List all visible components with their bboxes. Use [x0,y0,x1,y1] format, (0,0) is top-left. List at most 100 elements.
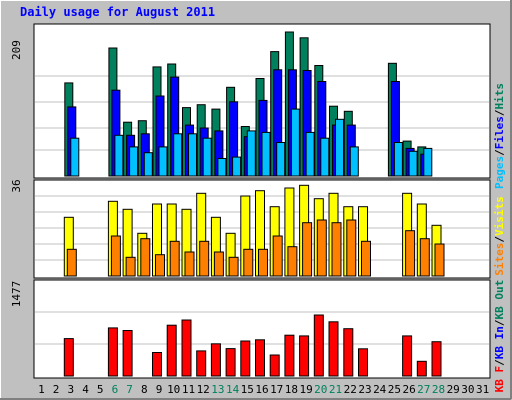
bar-pages-day-13 [217,158,227,177]
bar-sites-day-14 [228,256,239,277]
y-max-label-hits: 209 [10,40,23,60]
x-tick-label-day-15: 15 [241,383,254,396]
x-tick-label-day-10: 10 [167,383,180,396]
bar-pages-day-8 [143,152,153,177]
bar-pages-day-26 [408,150,418,177]
bar-pages-day-9 [158,146,168,177]
bar-sites-day-6 [110,235,121,277]
bar-kb-f-day-20 [313,314,324,377]
x-tick-label-day-3: 3 [67,383,74,396]
bar-pages-day-27 [423,147,433,177]
x-tick-label-day-7: 7 [126,383,133,396]
bar-sites-day-20 [316,219,327,277]
bar-sites-day-21 [331,222,342,277]
x-tick-label-day-27: 27 [417,383,430,396]
bar-sites-day-9 [155,254,165,277]
x-tick-label-day-28: 28 [432,383,445,396]
legend-hits-files-pages: Pages/Files/Hits [493,83,506,189]
x-tick-label-day-8: 8 [141,383,148,396]
x-tick-label-day-25: 25 [388,383,401,396]
bar-kb-f-day-9 [152,352,162,377]
bar-sites-day-8 [140,238,151,277]
bar-sites-day-22 [346,219,357,277]
x-tick-label-day-30: 30 [461,383,474,396]
chart-title: Daily usage for August 2011 [20,5,215,19]
bar-pages-day-19 [305,131,315,177]
legend-entry: Hits [493,83,506,110]
bar-pages-day-10 [173,133,183,177]
bar-kb-f-day-16 [255,339,265,377]
legend-entry: Sites [493,243,506,276]
bar-sites-day-17 [272,235,283,277]
bar-sites-day-10 [169,240,180,277]
x-tick-label-day-5: 5 [97,383,104,396]
bar-pages-day-25 [393,142,403,177]
x-tick-label-day-12: 12 [197,383,210,396]
legend-entry: KB F [493,366,506,393]
bar-pages-day-11 [188,133,197,177]
bar-layer [63,31,445,377]
x-tick-label-day-4: 4 [82,383,89,396]
bar-kb-f-day-26 [402,335,413,377]
bar-kb-f-day-6 [107,327,118,377]
x-tick-label-day-9: 9 [156,383,163,396]
bar-kb-f-day-12 [196,350,207,377]
x-tick-label-day-29: 29 [447,383,460,396]
bar-kb-f-day-19 [299,335,310,377]
bar-sites-day-26 [405,230,416,277]
bar-pages-day-6 [114,134,124,177]
bar-pages-day-20 [320,137,330,177]
bar-sites-day-27 [419,238,430,277]
y-max-label-kbytes: 1477 [10,281,23,308]
bar-pages-day-21 [335,118,344,177]
x-tick-label-day-2: 2 [53,383,60,396]
bar-sites-day-13 [213,251,224,277]
x-tick-label-day-20: 20 [314,383,327,396]
bar-sites-day-28 [434,243,445,277]
x-tick-label-day-23: 23 [358,383,371,396]
bar-pages-day-18 [290,108,300,177]
bar-kb-f-day-21 [328,321,339,377]
x-tick-label-day-24: 24 [373,383,387,396]
bar-pages-day-15 [246,130,256,177]
bar-sites-day-3 [66,248,77,277]
legend-kbytes: KB F/KB In/KB Out [493,280,506,393]
bar-kb-f-day-10 [166,324,177,377]
bar-kb-f-day-11 [181,319,192,377]
y-max-label-visits: 36 [10,179,23,192]
bar-kb-f-day-7 [122,330,133,377]
legend-entry: Files [493,116,506,149]
bar-pages-day-12 [202,137,212,177]
bar-pages-day-22 [349,146,359,177]
bar-pages-day-16 [261,131,271,177]
x-tick-label-day-21: 21 [329,383,342,396]
bar-sites-day-19 [302,222,313,277]
legend-entry: Pages [493,156,506,189]
bar-kb-f-day-18 [284,334,295,377]
bar-pages-day-3 [70,137,80,177]
bar-sites-day-23 [361,240,371,277]
bar-sites-day-15 [243,248,254,277]
bar-kb-f-day-22 [343,328,354,377]
x-tick-label-day-19: 19 [299,383,312,396]
bar-kb-f-day-17 [269,354,280,377]
x-tick-label-day-17: 17 [270,383,283,396]
x-tick-label-day-22: 22 [344,383,357,396]
bar-sites-day-12 [199,240,210,277]
x-tick-label-day-18: 18 [285,383,298,396]
legend-layer: Pages/Files/Hits Sites/Visits KB F/KB In/K… [493,83,506,392]
bar-sites-day-16 [258,248,268,277]
x-tick-label-day-26: 26 [402,383,415,396]
bar-sites-day-11 [184,251,195,277]
bar-sites-day-18 [287,246,298,277]
bar-kb-f-day-13 [210,343,221,377]
bar-kb-f-day-15 [240,340,251,377]
legend-entry: KB Out [493,280,506,320]
x-tick-label-day-6: 6 [112,383,119,396]
bar-sites-day-7 [125,256,136,277]
x-tick-label-day-14: 14 [226,383,240,396]
bar-kb-f-day-23 [358,348,368,377]
legend-entry: KB In [493,326,506,359]
x-tick-label-day-11: 11 [182,383,195,396]
